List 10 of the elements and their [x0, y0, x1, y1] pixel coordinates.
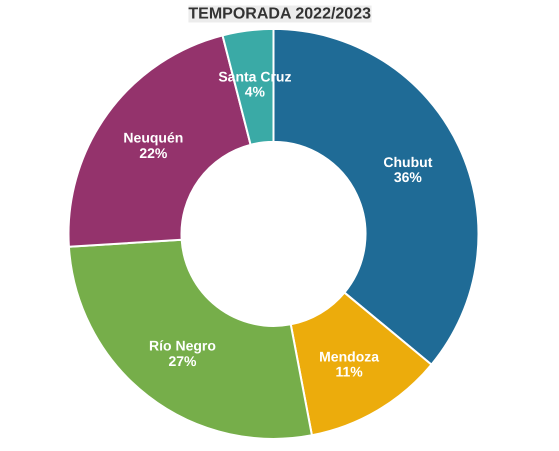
data-label: 4%	[244, 84, 266, 100]
data-label: 22%	[139, 144, 168, 161]
slice-label: Río Negro	[149, 338, 216, 354]
slice-label: Mendoza	[319, 348, 380, 364]
chart-title: TEMPORADA 2022/2023	[188, 6, 372, 22]
slice-label: Neuquén	[123, 130, 184, 146]
slice-label: Chubut	[383, 154, 433, 170]
data-label: 36%	[394, 169, 422, 186]
data-label: 27%	[168, 352, 198, 369]
data-label: 11%	[335, 363, 364, 380]
